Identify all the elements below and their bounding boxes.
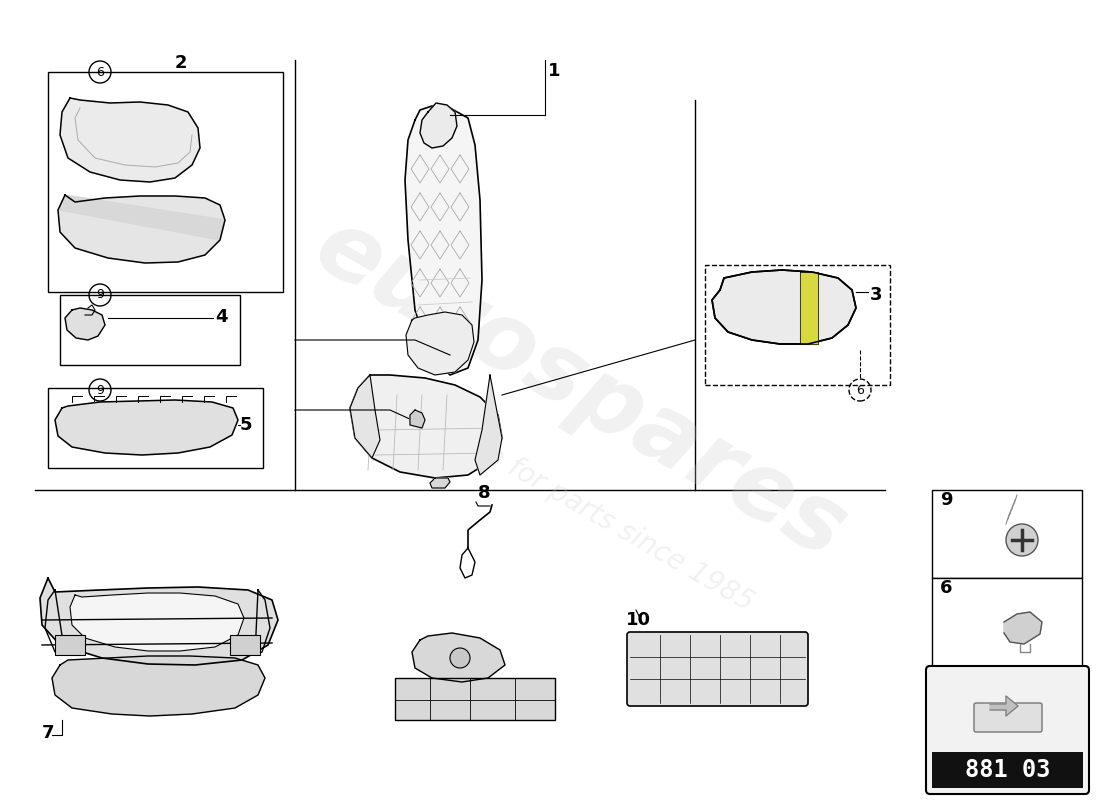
Text: eurospares: eurospares	[298, 201, 861, 579]
Polygon shape	[52, 656, 265, 716]
Circle shape	[1006, 524, 1038, 556]
Polygon shape	[420, 103, 456, 148]
Bar	[395, 678, 556, 720]
Polygon shape	[990, 696, 1018, 716]
Polygon shape	[1004, 612, 1042, 644]
Polygon shape	[350, 375, 380, 458]
Text: 4: 4	[214, 308, 228, 326]
Text: 7: 7	[42, 724, 55, 742]
Bar	[230, 635, 260, 655]
Polygon shape	[410, 410, 425, 428]
Bar	[48, 72, 283, 292]
Polygon shape	[405, 106, 482, 375]
Text: 3: 3	[870, 286, 882, 304]
Polygon shape	[475, 375, 502, 475]
Polygon shape	[60, 195, 226, 240]
Polygon shape	[58, 195, 226, 263]
Text: 9: 9	[940, 491, 953, 509]
Bar	[60, 295, 240, 365]
Text: a passion for parts since 1985: a passion for parts since 1985	[382, 383, 759, 617]
Bar	[55, 635, 85, 655]
Polygon shape	[412, 633, 505, 682]
Text: 8: 8	[478, 484, 491, 502]
Text: 5: 5	[240, 416, 253, 434]
Bar	[48, 388, 263, 468]
Bar	[932, 578, 1082, 666]
FancyBboxPatch shape	[926, 666, 1089, 794]
Text: 9: 9	[96, 383, 103, 397]
Polygon shape	[70, 593, 244, 651]
Text: 6: 6	[96, 66, 103, 78]
FancyBboxPatch shape	[974, 703, 1042, 732]
Polygon shape	[55, 400, 238, 455]
Text: 6: 6	[940, 579, 953, 597]
FancyBboxPatch shape	[627, 632, 808, 706]
Text: 881 03: 881 03	[965, 758, 1050, 782]
Polygon shape	[65, 308, 104, 340]
Polygon shape	[800, 272, 818, 344]
Polygon shape	[430, 478, 450, 488]
Polygon shape	[350, 375, 502, 478]
Text: 10: 10	[626, 611, 651, 629]
Text: 1: 1	[548, 62, 561, 80]
Polygon shape	[712, 270, 856, 344]
Polygon shape	[60, 98, 200, 182]
Bar	[932, 490, 1082, 578]
Bar	[932, 752, 1084, 788]
Polygon shape	[40, 578, 278, 665]
Text: 6: 6	[856, 383, 864, 397]
Polygon shape	[406, 312, 474, 375]
Bar	[705, 265, 890, 385]
Text: 9: 9	[96, 289, 103, 302]
Text: 2: 2	[175, 54, 187, 72]
Circle shape	[450, 648, 470, 668]
